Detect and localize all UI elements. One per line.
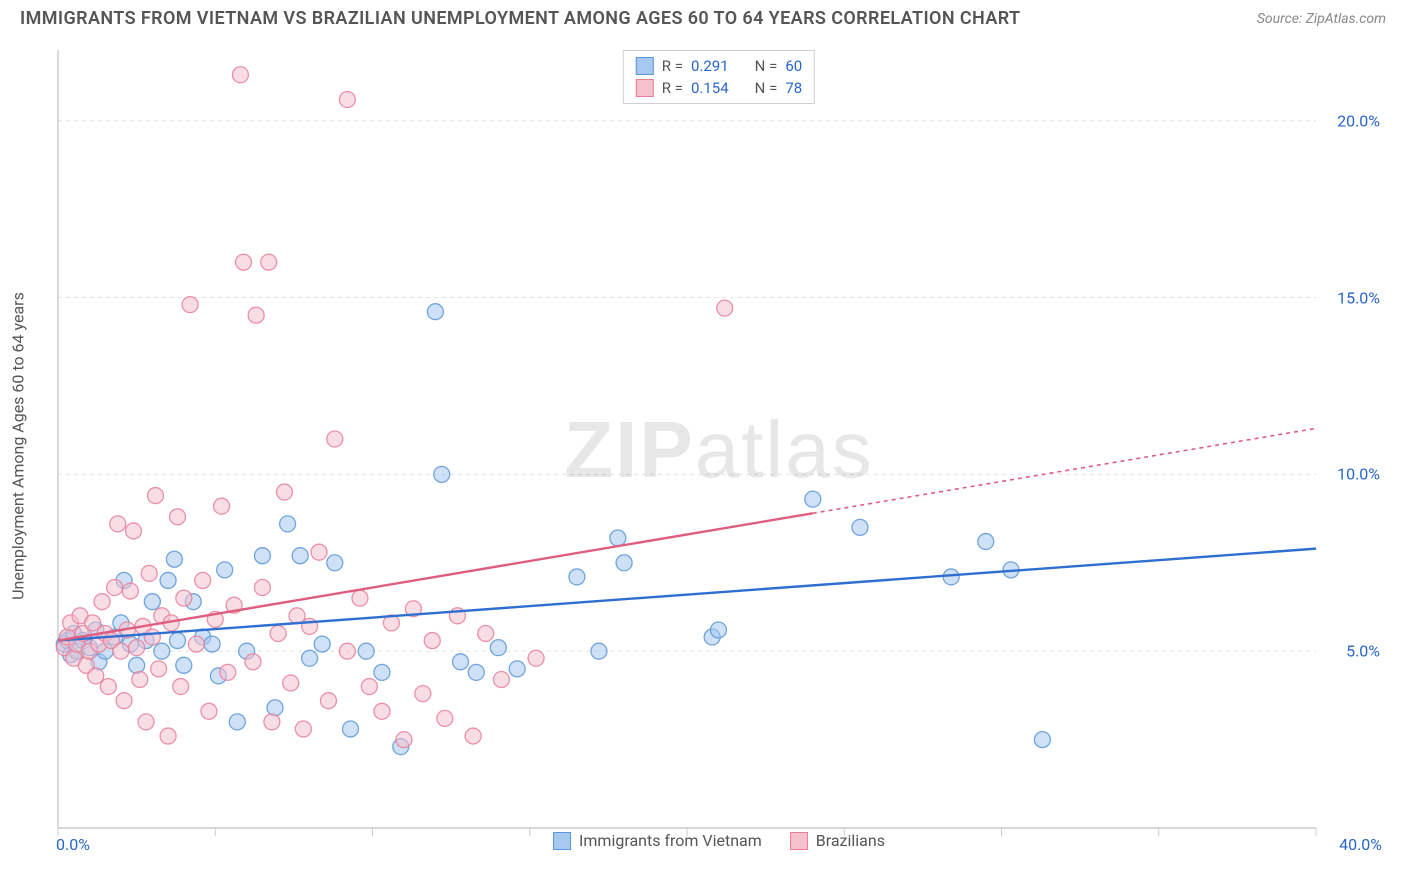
legend-swatch — [636, 57, 654, 75]
x-axis-start-label: 0.0% — [56, 835, 90, 854]
legend-swatch — [790, 832, 808, 850]
series-legend-item: Immigrants from Vietnam — [553, 831, 762, 850]
legend-swatch — [553, 832, 571, 850]
chart-area: ZIPatlas R =0.291N =60R =0.154N =78 0.0%… — [52, 44, 1386, 856]
legend-n-value: 60 — [785, 55, 802, 77]
legend-r-label: R = — [662, 77, 683, 99]
legend-r-value: 0.291 — [691, 55, 729, 77]
series-label: Immigrants from Vietnam — [579, 831, 762, 850]
series-label: Brazilians — [816, 831, 885, 850]
y-tick-label: 20.0% — [1337, 111, 1380, 130]
y-tick-label: 15.0% — [1337, 288, 1380, 307]
chart-title: IMMIGRANTS FROM VIETNAM VS BRAZILIAN UNE… — [20, 8, 1021, 29]
legend-n-label: N = — [755, 77, 778, 99]
legend-n-value: 78 — [785, 77, 802, 99]
y-tick-label: 10.0% — [1337, 465, 1380, 484]
legend-r-label: R = — [662, 55, 683, 77]
x-axis-end-label: 40.0% — [1339, 835, 1382, 854]
legend-r-value: 0.154 — [691, 77, 729, 99]
source-label: Source: ZipAtlas.com — [1257, 11, 1386, 27]
correlation-legend: R = 0.291 N = 60 R = 0.154 N = 78 — [623, 50, 815, 104]
series-legend-item: Brazilians — [790, 831, 885, 850]
series-legend: Immigrants from Vietnam Brazilians — [553, 831, 885, 850]
scatter-plot — [52, 44, 1386, 856]
legend-row: R = 0.291 N = 60 — [636, 55, 802, 77]
y-tick-label: 5.0% — [1346, 642, 1380, 661]
legend-swatch — [636, 79, 654, 97]
y-axis-label: Unemployment Among Ages 60 to 64 years — [9, 292, 28, 600]
legend-n-label: N = — [755, 55, 778, 77]
legend-row: R = 0.154 N = 78 — [636, 77, 802, 99]
